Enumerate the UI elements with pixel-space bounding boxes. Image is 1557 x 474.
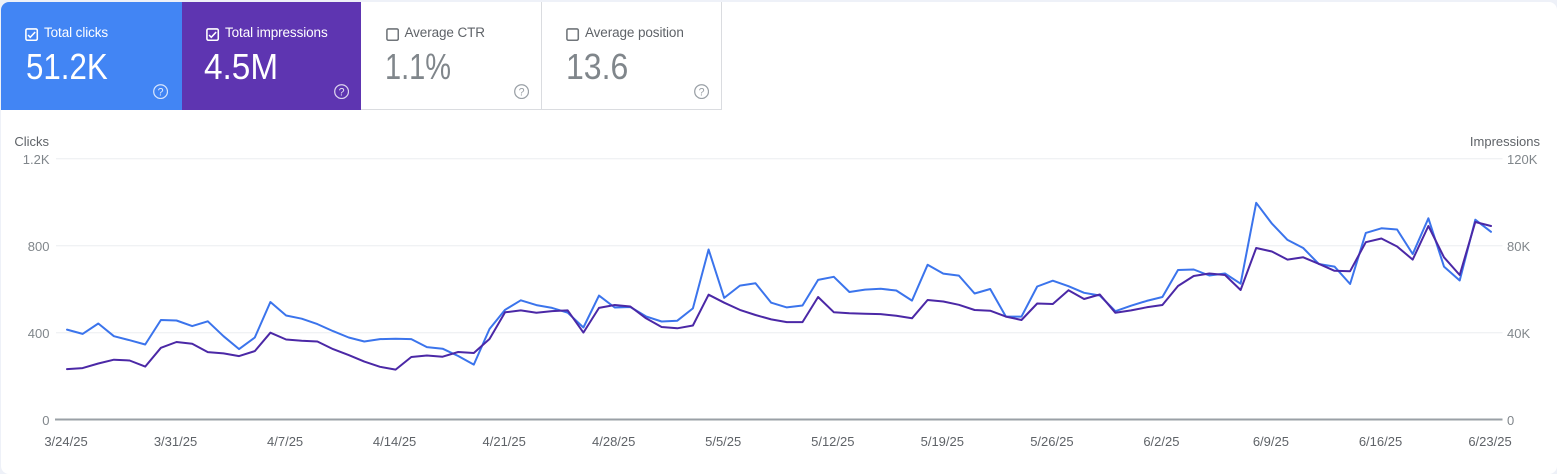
svg-text:?: ?	[158, 86, 164, 98]
svg-text:?: ?	[339, 86, 345, 98]
svg-text:?: ?	[699, 86, 705, 98]
svg-text:?: ?	[518, 86, 524, 98]
